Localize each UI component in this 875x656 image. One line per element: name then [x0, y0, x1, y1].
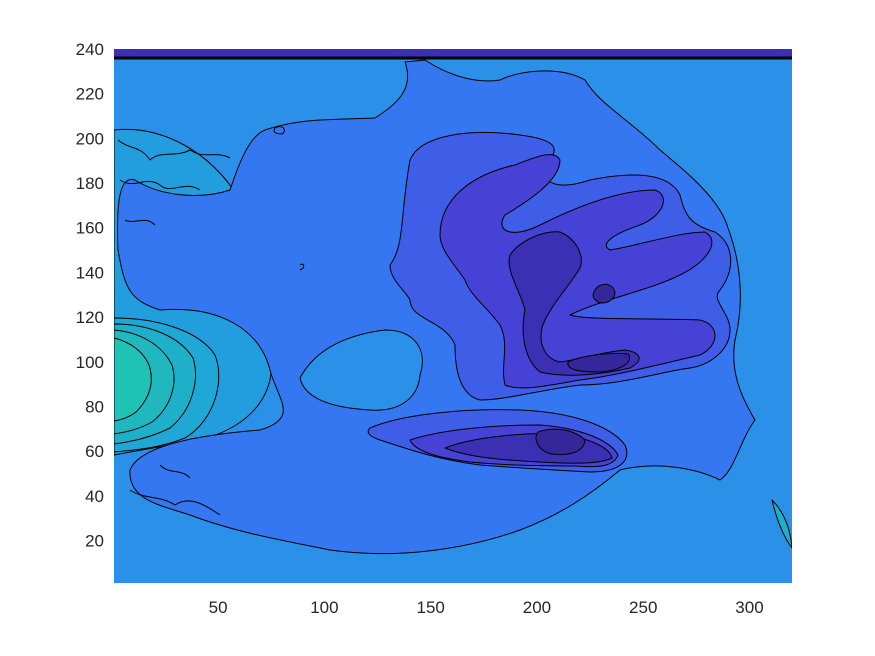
y-tick-label: 80 — [85, 397, 104, 416]
x-tick-label: 200 — [523, 598, 551, 617]
y-tick-label: 20 — [85, 532, 104, 551]
x-axis: 50 100 150 200 250 300 — [209, 598, 764, 617]
x-tick-label: 250 — [629, 598, 657, 617]
y-axis: 20 40 60 80 100 120 140 160 180 200 220 240 — [76, 40, 104, 551]
y-tick-label: 60 — [85, 442, 104, 461]
lower-finger-core — [535, 428, 586, 455]
hand-core-b — [567, 353, 630, 373]
y-tick-label: 140 — [76, 263, 104, 282]
y-tick-label: 160 — [76, 219, 104, 238]
x-tick-label: 100 — [310, 598, 338, 617]
hand-level-0 — [508, 231, 640, 376]
y-tick-label: 120 — [76, 308, 104, 327]
x-tick-label: 50 — [209, 598, 228, 617]
left-speckle-contours — [117, 126, 305, 516]
plot-area — [114, 49, 792, 583]
x-tick-label: 150 — [416, 598, 444, 617]
x-tick-label: 300 — [735, 598, 763, 617]
y-tick-label: 220 — [76, 85, 104, 104]
left-lobe-level-8 — [114, 337, 152, 422]
y-tick-label: 100 — [76, 353, 104, 372]
y-tick-label: 200 — [76, 129, 104, 148]
y-tick-label: 40 — [85, 487, 104, 506]
y-tick-label: 240 — [76, 40, 104, 59]
top-edge-band — [114, 49, 792, 57]
central-pocket-level-4 — [299, 329, 423, 411]
right-edge-spike — [771, 499, 792, 549]
hand-core-a — [592, 283, 616, 304]
y-tick-label: 180 — [76, 174, 104, 193]
